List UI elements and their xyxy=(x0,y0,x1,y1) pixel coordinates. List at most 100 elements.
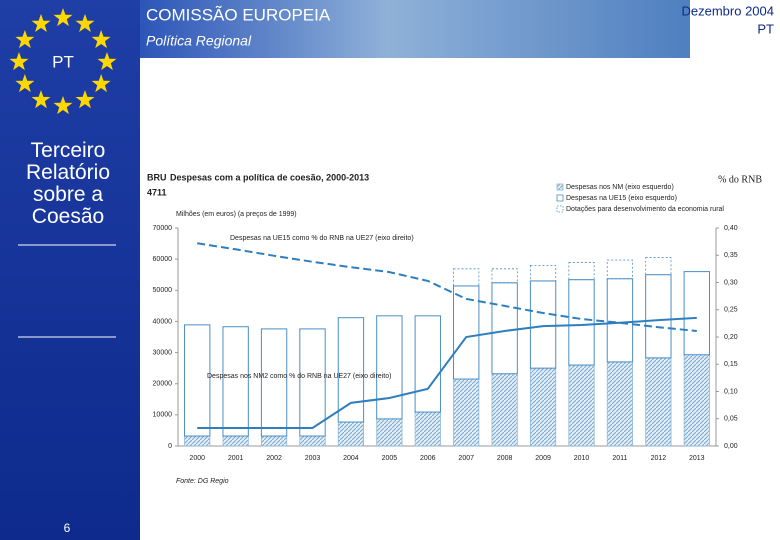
bar xyxy=(491,373,518,447)
bar xyxy=(453,285,480,380)
bar xyxy=(184,324,211,437)
page-number: 6 xyxy=(64,521,71,535)
bar xyxy=(337,421,365,447)
bar xyxy=(606,361,634,447)
y2-axis-label: % do RNB xyxy=(718,174,762,185)
sidebar xyxy=(0,0,140,540)
x-tick-label: 2009 xyxy=(535,455,551,462)
language: PT xyxy=(757,21,774,36)
star xyxy=(15,30,35,49)
report-title: Terceiro Relatório sobre a Coesão xyxy=(25,139,111,228)
country-code: PT xyxy=(52,52,74,71)
star xyxy=(53,8,73,27)
x-tick-label: 2013 xyxy=(689,455,705,462)
x-tick-label: 2006 xyxy=(420,455,436,462)
bar xyxy=(414,315,441,413)
bar xyxy=(337,317,365,423)
bar xyxy=(491,268,518,284)
y-tick-label: 50000 xyxy=(153,287,173,294)
department: Política Regional xyxy=(146,33,252,49)
star xyxy=(31,90,51,109)
bar xyxy=(184,435,211,447)
bar xyxy=(491,282,518,375)
y2-tick-label: 0,25 xyxy=(724,307,738,314)
y2-tick-label: 0,10 xyxy=(724,388,738,395)
y-tick-label: 40000 xyxy=(153,318,173,325)
legend-swatch xyxy=(556,183,564,191)
bar xyxy=(222,326,249,437)
bar xyxy=(645,357,672,447)
y2-tick-label: 0,05 xyxy=(724,416,738,423)
y-tick-label: 60000 xyxy=(153,256,173,263)
x-tick-label: 2004 xyxy=(343,455,359,462)
y2-tick-label: 0,30 xyxy=(724,279,738,286)
eu-flag xyxy=(9,8,117,115)
x-tick-label: 2003 xyxy=(305,455,321,462)
bar xyxy=(568,279,595,366)
y-axis-label: Milhões (em euros) (a preços de 1999) xyxy=(176,211,297,218)
bar xyxy=(260,328,288,437)
bar xyxy=(683,271,710,356)
star xyxy=(31,13,51,32)
bar xyxy=(529,264,557,282)
bar xyxy=(376,315,403,420)
y2-tick-label: 0,20 xyxy=(724,334,738,341)
y2-tick-label: 0,35 xyxy=(724,252,738,259)
x-tick-label: 2008 xyxy=(497,455,513,462)
bar xyxy=(529,280,557,369)
bar xyxy=(414,411,441,447)
bar xyxy=(606,278,634,363)
y-tick-label: 0 xyxy=(168,443,172,450)
x-tick-label: 2007 xyxy=(458,455,474,462)
star xyxy=(91,74,111,93)
legend-label: Despesas nos NM (eixo esquerdo) xyxy=(566,184,674,191)
x-tick-label: 2001 xyxy=(228,455,244,462)
star xyxy=(97,52,117,71)
bar xyxy=(453,268,480,287)
bar xyxy=(683,354,710,447)
bar xyxy=(376,418,403,447)
y-tick-label: 30000 xyxy=(153,349,173,356)
star xyxy=(9,52,29,71)
x-tick-label: 2002 xyxy=(266,455,282,462)
chart-code: 4711 xyxy=(147,187,167,197)
y-tick-label: 20000 xyxy=(153,381,173,388)
bar xyxy=(606,259,634,280)
line-label: Despesas nos NM2 como % do RNB na UE27 (… xyxy=(207,373,391,380)
x-tick-label: 2010 xyxy=(574,455,590,462)
line-label: Despesas na UE15 como % do RNB na UE27 (… xyxy=(230,235,414,242)
x-tick-label: 2005 xyxy=(382,455,398,462)
x-tick-label: 2000 xyxy=(189,455,205,462)
chart-code: BRU xyxy=(147,172,167,182)
star xyxy=(53,96,73,115)
y-tick-label: 10000 xyxy=(153,412,173,419)
organization: COMISSÃO EUROPEIA xyxy=(146,5,331,24)
legend-label: Dotações para desenvolvimento da economi… xyxy=(566,206,724,213)
bar xyxy=(299,435,326,447)
bar xyxy=(222,435,249,447)
y-tick-label: 70000 xyxy=(153,225,173,232)
chart-title: Despesas com a política de coesão, 2000-… xyxy=(170,172,369,182)
bar xyxy=(568,364,595,447)
y2-tick-label: 0,15 xyxy=(724,361,738,368)
header-banner xyxy=(140,0,690,58)
x-tick-label: 2011 xyxy=(612,455,627,462)
legend-swatch xyxy=(556,194,564,202)
star xyxy=(75,90,95,109)
bar xyxy=(645,257,672,276)
line xyxy=(197,316,697,429)
y2-tick-label: 0,40 xyxy=(724,225,738,232)
bar xyxy=(568,262,595,281)
star xyxy=(75,13,95,32)
bar xyxy=(299,328,326,437)
legend-swatch xyxy=(556,205,564,213)
bar xyxy=(645,274,672,359)
source: Fonte: DG Regio xyxy=(176,478,229,485)
star xyxy=(15,74,35,93)
bar xyxy=(529,367,557,447)
date: Dezembro 2004 xyxy=(682,3,775,18)
bar xyxy=(260,435,288,447)
y2-tick-label: 0,00 xyxy=(724,443,738,450)
